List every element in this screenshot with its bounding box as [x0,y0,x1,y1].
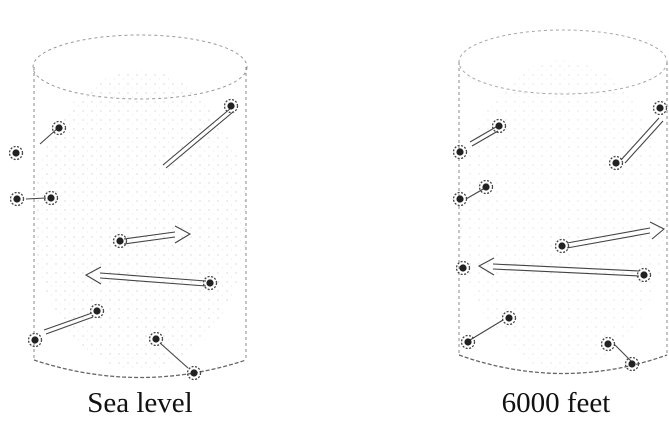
arrow [162,107,234,169]
cylinder-body-fill [459,60,667,370]
cylinder-sea-level [8,34,248,381]
cylinder-body-fill [33,70,247,370]
arrow [566,221,665,249]
cylinder-6000-feet [452,29,668,375]
arrow [620,117,664,164]
cylinder-bottom-rim [33,359,247,379]
caption-6000-feet: 6000 feet [501,387,611,419]
molecule-icon [27,332,43,348]
caption-sea-level: Sea level [87,387,193,419]
molecule-icon [652,100,668,116]
arrow [465,187,633,363]
arrow [84,266,207,287]
arrow [43,312,94,335]
arrow [25,127,189,369]
arrow [123,225,192,245]
arrow [477,257,640,277]
cylinder-bottom-rim [458,354,668,375]
molecule-icon [452,144,468,160]
arrow [469,126,499,147]
molecule-icon [186,365,202,381]
cylinder-top-rim [32,34,248,100]
molecule-icon [9,191,25,207]
molecule-icon [460,334,476,350]
molecule-icon [8,145,24,161]
molecule-icon [223,98,239,114]
